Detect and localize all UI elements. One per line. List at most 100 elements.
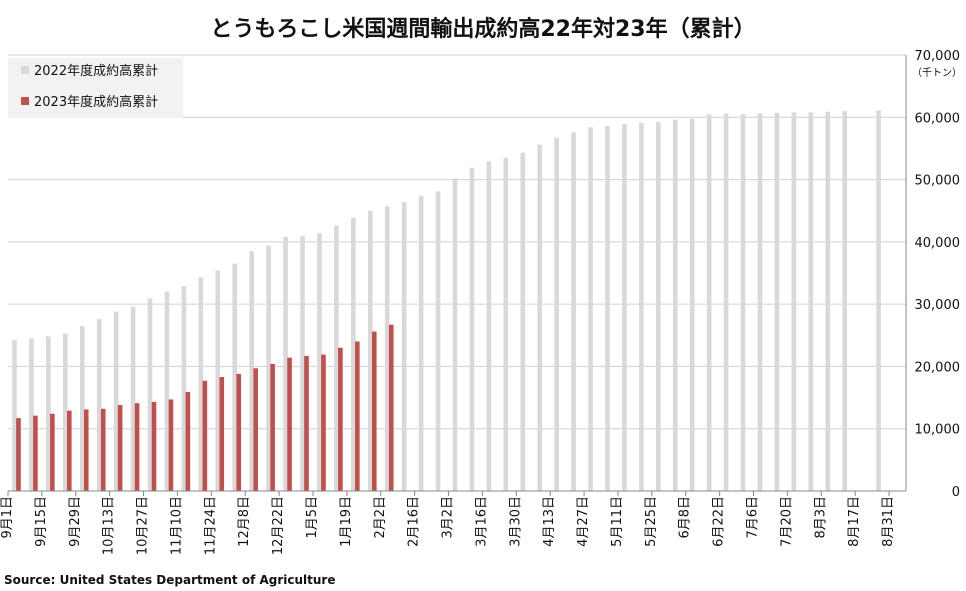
bar-2023 [33,415,38,491]
bar-2023 [388,324,394,491]
bar-2022 [317,233,322,491]
bar-2022 [554,137,559,491]
bar-2022 [249,251,254,491]
bar-2023 [371,331,377,491]
bar-2023 [168,399,174,491]
x-tick-label: 5月25日 [644,496,659,547]
bar-2022 [503,157,509,491]
bar-2023 [270,363,275,491]
x-tick-label: 10月13日 [102,496,117,555]
bar-2022 [63,333,68,491]
bar-2023 [185,391,191,491]
x-tick-label: 1月19日 [339,496,354,547]
y-tick-label: 0 [952,485,960,500]
x-tick-label: 12月22日 [271,496,286,555]
x-tick-label: 2月16日 [407,496,422,547]
x-tick-label: 11月24日 [203,496,218,555]
y-tick-label: 20,000 [915,360,961,375]
bar-2023 [287,357,292,491]
x-axis-ticks: 9月1日 9月15日 9月29日 10月13日 10月27日 11月10日 11月24日 12… [0,491,896,555]
x-tick-label: 6月8日 [678,496,693,539]
bar-2023 [67,410,72,491]
x-tick-label: 2月2日 [373,496,388,539]
bar-2023 [321,354,326,491]
bar-2022 [113,311,119,491]
x-tick-label: 6月22日 [712,496,727,547]
bar-2022 [181,286,187,491]
legend: 2022年度成約高累計 2023年度成約高累計 [8,58,183,118]
x-tick-label: 4月27日 [576,496,591,547]
x-tick-label: 12月8日 [237,496,252,547]
bar-2022 [672,119,678,491]
bar-2023 [219,377,225,491]
bar-2022 [842,111,847,492]
bar-2022 [130,306,136,491]
bar-2022 [706,114,712,492]
legend-label-2022: 2022年度成約高累計 [34,63,158,79]
bar-2023 [338,347,343,491]
bar-2023 [355,341,360,491]
bar-2022 [774,112,780,491]
bar-2022 [232,263,238,491]
bar-2023 [83,409,89,491]
bar-2022 [469,167,475,492]
chart-title: とうもろこし米国週間輸出成約高22年対23年（累計） [210,16,755,42]
bar-2022 [639,122,644,492]
bars [12,110,881,492]
bar-2022 [147,298,153,491]
x-tick-label: 3月2日 [441,496,456,539]
bar-2022 [622,124,627,491]
y-tick-label: 60,000 [915,111,961,126]
bar-2022 [96,319,102,491]
bar-2022 [723,113,729,491]
bar-2022 [215,270,221,491]
bar-2022 [588,127,593,491]
legend-swatch-2022 [21,66,29,74]
bar-2022 [384,206,390,491]
unit-label: （千トン） [912,67,962,79]
x-tick-label: 3月16日 [474,496,489,547]
bar-2023 [202,380,208,491]
bar-2023 [134,403,140,491]
bar-2022 [825,111,831,492]
bar-2022 [740,114,746,492]
bar-2022 [537,144,543,492]
x-tick-label: 9月15日 [34,496,49,547]
bar-2023 [50,413,55,491]
bar-2023 [236,373,242,491]
bar-2022 [198,277,204,491]
bar-2022 [876,110,881,491]
source-note: Source: United States Department of Agri… [4,573,336,587]
y-tick-label: 40,000 [915,236,961,251]
bar-2022 [367,210,373,491]
bar-2022 [12,340,17,491]
y-tick-label: 70,000 [915,49,961,64]
bar-2022 [791,112,797,491]
x-tick-label: 8月31日 [881,496,896,547]
bar-2023 [253,368,258,491]
bar-2022 [266,245,271,491]
x-tick-label: 1月5日 [305,496,320,539]
bar-2022 [757,113,763,491]
x-tick-label: 10月27日 [136,496,151,555]
x-tick-label: 5月11日 [610,496,625,547]
bar-2022 [418,195,424,491]
bar-2023 [151,401,157,491]
bar-2022 [283,236,288,491]
legend-background [8,58,183,118]
bar-2022 [452,178,458,491]
y-tick-label: 50,000 [915,174,961,189]
bar-2022 [520,152,526,491]
x-tick-label: 4月13日 [542,496,557,547]
bar-2023 [16,418,21,491]
bar-2022 [334,225,339,492]
x-tick-label: 11月10日 [169,496,184,555]
x-tick-label: 3月30日 [508,496,523,547]
bar-2022 [486,161,492,491]
bar-2022 [351,217,356,491]
bar-2022 [689,118,695,491]
x-tick-label: 9月1日 [0,496,15,539]
x-tick-label: 7月6日 [746,496,761,539]
x-tick-label: 9月29日 [68,496,83,547]
